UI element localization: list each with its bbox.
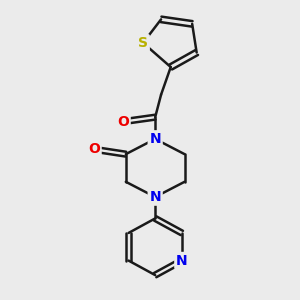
Text: N: N (149, 190, 161, 204)
Text: O: O (117, 115, 129, 129)
Text: N: N (149, 132, 161, 146)
Text: S: S (138, 36, 148, 50)
Text: O: O (88, 142, 100, 156)
Text: N: N (176, 254, 188, 268)
